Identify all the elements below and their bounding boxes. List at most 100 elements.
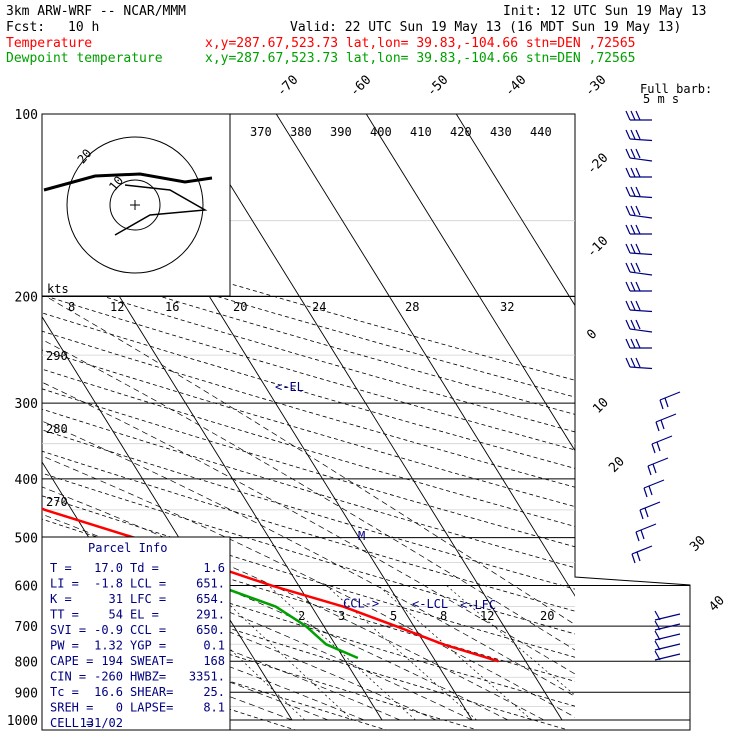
wind-barb-feather [630, 262, 636, 273]
parcel-info-box: Parcel Info T = 17.0 Td = 1.6 LI = -1.8 LCL = 6… [41, 536, 231, 731]
wind-barb-feather [635, 319, 641, 330]
isotherm-line [275, 114, 575, 597]
wind-barb-feather [625, 167, 631, 178]
legend-dewpoint: Dewpoint temperature [6, 51, 163, 66]
dry-adiabat [42, 259, 575, 415]
wind-barb-feather [635, 129, 641, 140]
parcel-info-cell: SWEAT= [130, 654, 173, 668]
pressure-tick-label: 800 [15, 655, 38, 670]
parcel-info-cell: 1.32 [94, 639, 123, 653]
parcel-info-cell: EL = [130, 608, 159, 622]
legend-temperature: Temperature [6, 36, 92, 51]
parcel-info-cell: 3351. [189, 670, 225, 684]
wind-barb-feather [635, 224, 641, 235]
parcel-info-cell: 650. [196, 623, 225, 637]
isotherm-label: 30 [687, 533, 709, 555]
isotherm-label: -50 [424, 73, 451, 100]
mixing-ratio-line [163, 585, 306, 721]
parcel-info-cell: 131/02 [80, 716, 123, 730]
wind-barb [629, 214, 653, 219]
pressure-tick-label: 400 [15, 473, 38, 488]
wind-barb-feather [625, 243, 631, 254]
wind-barb-feather [635, 205, 641, 216]
parcel-info-cell: K = [50, 592, 72, 606]
wind-barb-feather [625, 110, 631, 121]
wind-barb [659, 391, 681, 401]
temperature-series-line [42, 507, 499, 663]
model-title: 3km ARW-WRF -- NCAR/MMM [6, 4, 186, 19]
parcel-info-cell: CAPE = [50, 654, 93, 668]
parcel-info-title: Parcel Info [88, 541, 167, 555]
isotherm-line [365, 114, 575, 452]
wind-barb [655, 413, 677, 423]
level-marker-label: <-LFC [460, 598, 496, 612]
wind-barb-feather [635, 167, 641, 178]
wind-barb-feather [625, 148, 631, 159]
wind-barb [651, 435, 673, 445]
mixing-ratio-lines [163, 585, 575, 721]
forecast-hour: 10 h [68, 20, 99, 35]
wind-barb-feather [625, 186, 631, 197]
mixing-ratio-line [208, 585, 353, 721]
theta-e-left-label: 270 [46, 495, 68, 509]
dewpoint-series-line [42, 546, 359, 660]
parcel-info-cell: 0.1 [203, 639, 225, 653]
mixing-ratio-label: 5 [390, 609, 397, 623]
mixing-ratio-label: 8 [440, 609, 447, 623]
theta-label: 370 [250, 125, 272, 139]
moist-adiabat [42, 513, 509, 721]
isotherm-label: -10 [584, 234, 611, 261]
wind-barb [629, 328, 653, 333]
wind-barb [635, 523, 657, 533]
wind-barb-feather [630, 110, 636, 121]
parcel-info-cell: 0 [116, 701, 123, 715]
theta-e-label: 28 [405, 300, 419, 314]
forecast-label: Fcst: [6, 20, 45, 35]
parcel-info-cell: Td = [130, 561, 159, 575]
wind-barb-feather [630, 281, 636, 292]
wind-barb-feather [659, 399, 664, 410]
theta-e-label: 20 [233, 300, 247, 314]
wind-barb-feather [654, 640, 661, 651]
wind-barb [647, 457, 669, 467]
parcel-info-cell: -1.8 [94, 577, 123, 591]
wind-barb-feather [635, 357, 641, 368]
theta-e-label: 24 [312, 300, 326, 314]
isotherm-label: -70 [274, 73, 301, 100]
wind-barb-feather [644, 507, 649, 518]
theta-label: 430 [490, 125, 512, 139]
wind-barb-feather [636, 551, 641, 562]
hodograph: 10 20 kts [41, 113, 231, 297]
wind-barb-feather [630, 300, 636, 311]
wind-barb-feather [635, 110, 641, 121]
isotherm-label: 20 [606, 454, 628, 476]
wind-barb-feather [640, 529, 645, 540]
theta-label: 390 [330, 125, 352, 139]
pressure-tick-label: 900 [15, 686, 38, 701]
theta-label: 410 [410, 125, 432, 139]
wind-barb [639, 501, 661, 511]
wind-barb-feather [635, 186, 641, 197]
parcel-info-cell: LFC = [130, 592, 166, 606]
isotherm-label: -60 [347, 73, 374, 100]
parcel-info-cell: LAPSE= [130, 701, 173, 715]
parcel-info-cell: CIN = [50, 670, 86, 684]
wind-barb-feather [652, 463, 657, 474]
dry-adiabat [42, 495, 575, 658]
dry-adiabat [42, 593, 479, 730]
sounding-curves [42, 507, 499, 663]
level-marker-label: <-EL [275, 380, 304, 394]
wind-barb [631, 545, 653, 555]
wind-barb-feather [635, 531, 640, 542]
wind-barb-feather [654, 610, 661, 621]
wind-barb-feather [635, 243, 641, 254]
pressure-tick-label: 100 [15, 108, 38, 123]
parcel-info-cell: 17.0 [94, 561, 123, 575]
wind-barb-feather [648, 485, 653, 496]
theta-e-label: 8 [68, 300, 75, 314]
wind-barb-feather [630, 243, 636, 254]
parcel-info-cell: 654. [196, 592, 225, 606]
wind-barb-feather [625, 262, 631, 273]
parcel-info-cell: 8.1 [203, 701, 225, 715]
isotherm-label: 0 [584, 327, 600, 343]
